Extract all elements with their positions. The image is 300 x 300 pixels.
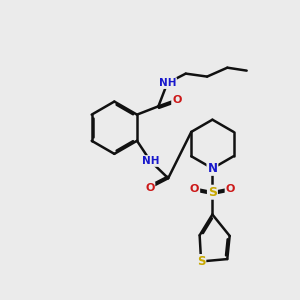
Text: S: S [208,186,217,199]
Text: O: O [226,184,235,194]
Text: O: O [172,95,182,105]
Text: O: O [145,183,154,193]
Text: NH: NH [159,78,176,88]
Text: NH: NH [142,156,159,166]
Text: N: N [207,162,218,175]
Text: O: O [190,184,199,194]
Text: S: S [197,255,206,268]
